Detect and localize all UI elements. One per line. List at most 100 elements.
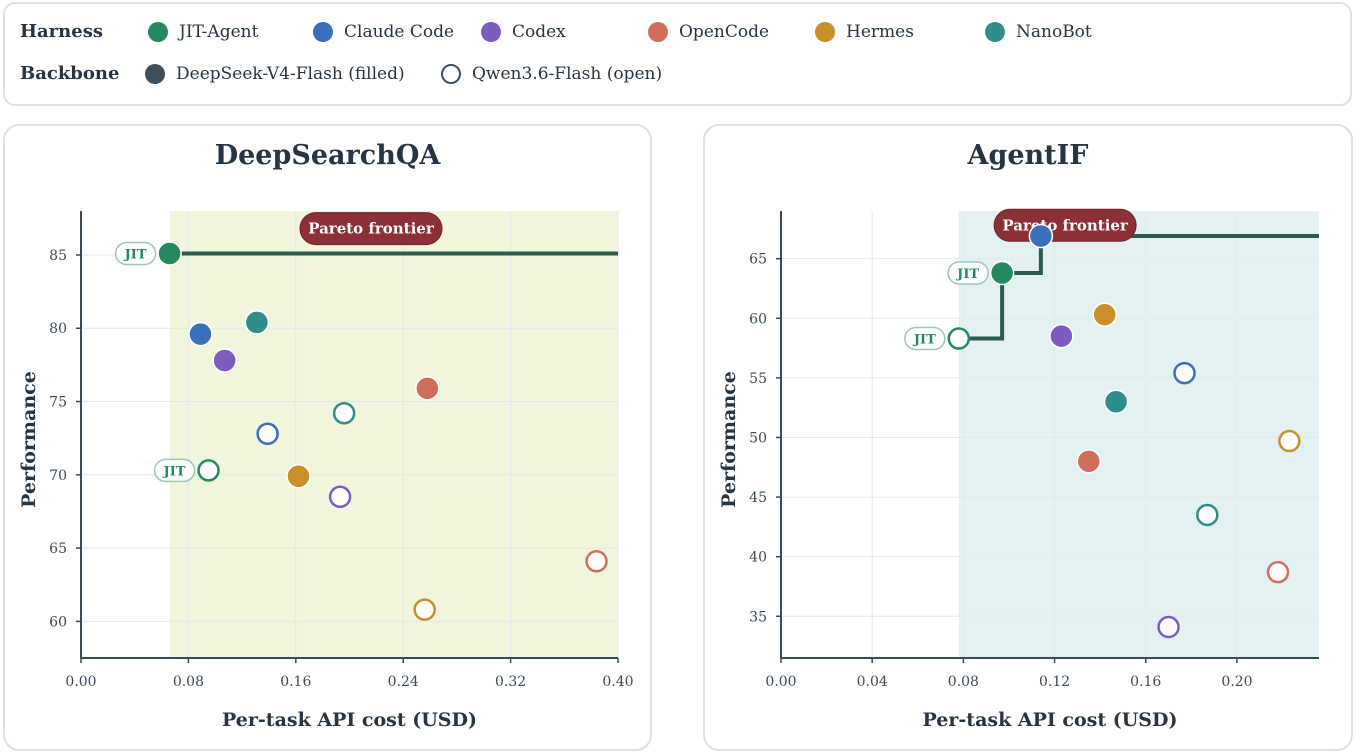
point-opencode-filled: [1076, 449, 1102, 474]
legend-dot-filled: [145, 64, 165, 84]
point-hermes-open: [413, 598, 436, 621]
point-hermes-filled: [286, 464, 311, 489]
jit-tag-bg: [947, 261, 989, 285]
legend-label: DeepSeek-V4-Flash (filled): [176, 64, 405, 84]
x-tick-label: 0.32: [495, 674, 526, 690]
chart-panel-agentif: AgentIF 0.00 0.04 0.08 0.12 0.16 0.20 35 40 45 50…: [703, 124, 1353, 751]
x-tick-label: 0.40: [602, 674, 633, 690]
point-hermes-filled: [1092, 302, 1117, 327]
y-axis-label: Performance: [718, 371, 740, 508]
legend-dot-open: [441, 64, 461, 84]
legend-dot-codex: [481, 22, 501, 42]
x-tick-label: 0.16: [1130, 674, 1161, 690]
point-jit-agent-open: [947, 327, 971, 350]
point-hermes-open: [1278, 429, 1301, 453]
point-nanobot-open: [1196, 503, 1219, 527]
legend-harness-title: Harness: [20, 21, 103, 42]
jit-tag: JIT: [153, 458, 196, 483]
jit-tag-bg: [114, 241, 157, 266]
pareto-label-bg: [299, 212, 443, 246]
chart-panel-deepsearchqa: DeepSearchQA 0.00 0.08 0.16 0.24 0.32 0.40 60 6…: [3, 124, 652, 751]
point-jit-agent-filled: [989, 260, 1015, 286]
y-tick-label: 35: [749, 609, 767, 625]
point-nanobot-open: [332, 401, 356, 425]
y-tick-label: 65: [749, 252, 767, 268]
x-tick-label: 0.08: [948, 674, 979, 690]
frontier-region: [958, 211, 1319, 658]
chart-title: AgentIF: [967, 140, 1089, 171]
point-nanobot-filled: [244, 310, 270, 335]
x-tick-label: 0.00: [65, 674, 96, 690]
x-tick-label: 0.00: [765, 674, 796, 690]
jit-tag-text: JIT: [956, 267, 979, 282]
point-jit-agent-filled: [157, 241, 182, 266]
frontier-region: [169, 211, 619, 658]
grid: [780, 211, 1319, 658]
point-claude-code-filled: [1028, 223, 1054, 249]
y-tick-label: 60: [749, 311, 767, 327]
y-tick-label: 40: [749, 550, 767, 566]
jit-tag-bg: [153, 458, 196, 483]
x-tick-label: 0.12: [1039, 674, 1070, 690]
point-opencode-open: [585, 550, 608, 573]
chart-deepsearchqa: 0.00 0.08 0.16 0.24 0.32 0.40 60 65 70 75 80 85 Per-…: [18, 211, 634, 731]
point-claude-code-open: [1173, 361, 1196, 385]
chart-title: DeepSearchQA: [214, 140, 441, 171]
jit-tag-text: JIT: [124, 248, 147, 263]
legend-dot-jit-agent: [148, 22, 168, 42]
jit-tag-text: JIT: [913, 333, 936, 348]
jit-tag-bg: [904, 326, 946, 351]
point-codex-filled: [1049, 323, 1074, 349]
legend-row-backbone: Backbone DeepSeek-V4-Flash (filled) Qwen…: [5, 60, 1350, 88]
legend-label: Codex: [512, 22, 566, 42]
point-opencode-filled: [415, 376, 440, 401]
y-axis-label: Performance: [18, 371, 40, 508]
x-tick-label: 0.20: [1221, 674, 1252, 690]
legend-dot-nanobot: [985, 22, 1005, 42]
y-tick-label: 45: [749, 490, 767, 506]
y-tick-label: 80: [49, 321, 67, 337]
legend-row-harness: Harness JIT-Agent Claude Code Codex Open…: [5, 18, 1350, 46]
y-tick-label: 70: [49, 468, 67, 484]
x-tick-label: 0.04: [857, 674, 888, 690]
point-codex-open: [1157, 615, 1180, 639]
point-nanobot-filled: [1103, 389, 1129, 414]
y-tick-label: 60: [49, 614, 67, 630]
pareto-frontier-label: Pareto frontier: [993, 208, 1137, 242]
pareto-label-text: Pareto frontier: [1002, 216, 1129, 234]
y-tick-label: 65: [49, 541, 67, 557]
legend-dot-opencode: [648, 22, 668, 42]
jit-tag: JIT: [114, 241, 157, 266]
legend-label: OpenCode: [679, 22, 770, 42]
legend-dot-hermes: [815, 22, 835, 42]
point-claude-code-open: [256, 422, 279, 446]
legend-label: Qwen3.6-Flash (open): [472, 64, 663, 84]
legend-label: JIT-Agent: [179, 22, 259, 42]
y-tick-label: 75: [49, 395, 67, 411]
jit-tag: JIT: [904, 326, 946, 351]
x-tick-label: 0.16: [280, 674, 311, 690]
pareto-frontier-label: Pareto frontier: [299, 212, 443, 246]
point-codex-filled: [212, 348, 237, 373]
pareto-label-text: Pareto frontier: [308, 220, 435, 238]
jit-tag-text: JIT: [163, 464, 186, 479]
y-tick-label: 50: [749, 430, 767, 446]
x-tick-label: 0.24: [388, 674, 419, 690]
x-tick-label: 0.08: [173, 674, 204, 690]
point-jit-agent-open: [197, 459, 220, 482]
jit-tag: JIT: [947, 261, 989, 285]
legend-dot-claude-code: [313, 22, 333, 42]
legend-label: Hermes: [846, 22, 914, 42]
legend-label: NanoBot: [1016, 22, 1092, 42]
point-claude-code-filled: [188, 321, 213, 347]
legend-backbone-title: Backbone: [20, 63, 120, 84]
y-tick-label: 85: [49, 248, 67, 264]
chart-agentif: 0.00 0.04 0.08 0.12 0.16 0.20 35 40 45 50 55 60 65 Pe…: [718, 208, 1319, 731]
legend-panel: Harness JIT-Agent Claude Code Codex Open…: [3, 2, 1352, 106]
y-tick-label: 55: [749, 371, 767, 387]
point-opencode-open: [1266, 560, 1290, 584]
point-codex-open: [328, 485, 352, 509]
legend-label: Claude Code: [344, 22, 455, 42]
x-axis-label: Per-task API cost (USD): [923, 709, 1178, 731]
x-axis-label: Per-task API cost (USD): [222, 709, 477, 731]
